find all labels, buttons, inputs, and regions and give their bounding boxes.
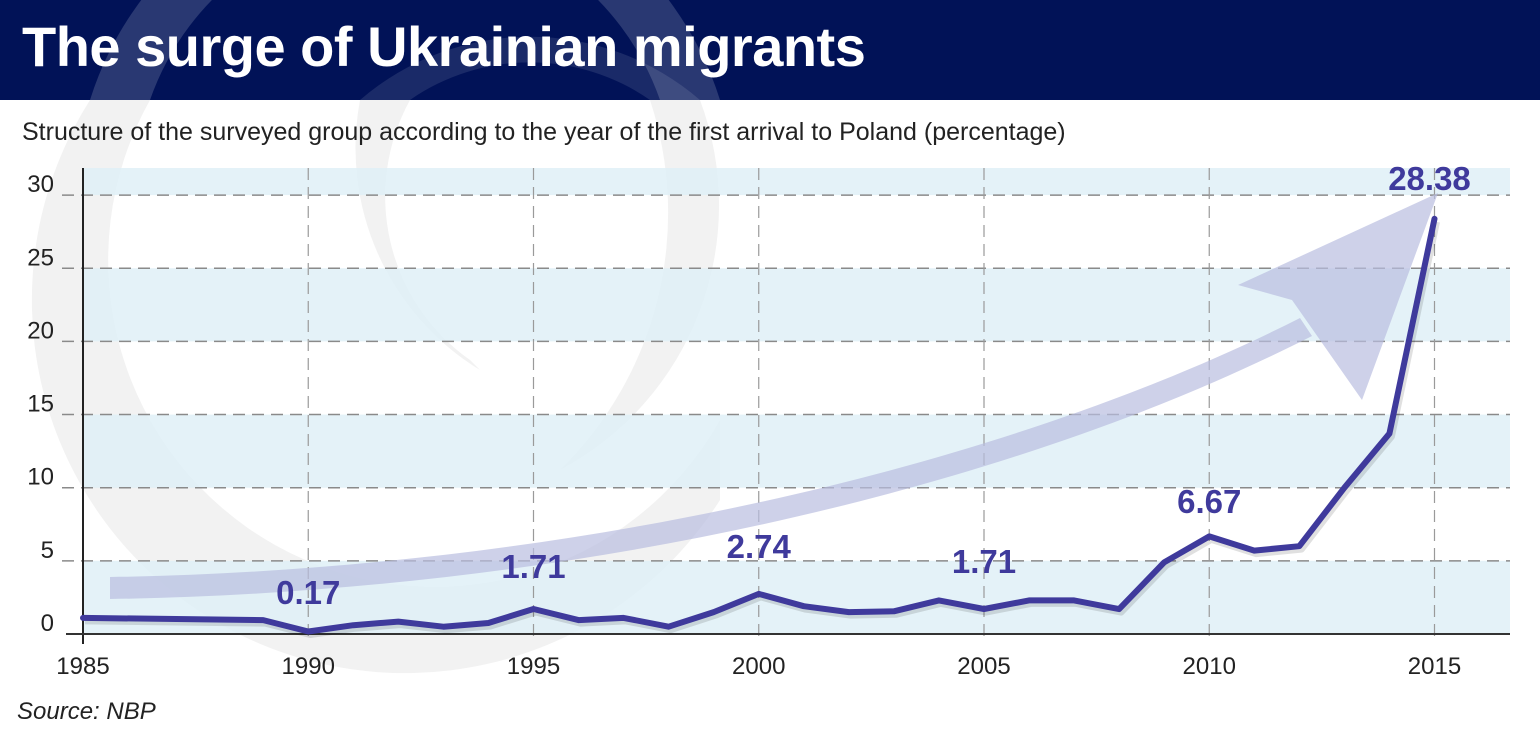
watermark-arc-outer (31, 100, 721, 674)
data-point (1434, 218, 1435, 220)
data-point (397, 621, 399, 623)
series (80, 215, 1440, 638)
data-point (262, 619, 264, 621)
header-bar: The surge of Ukrainian migrants (0, 0, 1540, 100)
data-point (442, 626, 444, 628)
data-point (803, 605, 805, 607)
data-label: 28.38 (1388, 160, 1471, 197)
trend-arrow-head (1238, 193, 1438, 400)
y-tick-label: 10 (27, 464, 54, 491)
data-point (938, 599, 940, 601)
data-labels: 0.17 1.71 2.74 1.71 6.67 28.38 (276, 160, 1471, 611)
band (83, 414, 1510, 488)
watermark-arc-inner (355, 100, 480, 370)
data-point (1118, 608, 1120, 610)
band (83, 168, 1510, 196)
series-line (80, 215, 1438, 635)
y-tick-label: 30 (27, 171, 54, 198)
x-axis-ticks: 1985 1990 1995 2000 2005 2010 2015 (56, 653, 1461, 680)
data-point (893, 610, 895, 612)
chart-title: The surge of Ukrainian migrants (22, 15, 866, 78)
data-point (1208, 535, 1210, 537)
chart-subtitle: Structure of the surveyed group accordin… (22, 118, 1066, 146)
data-label: 6.67 (1177, 483, 1241, 520)
data-point (1298, 545, 1300, 547)
data-point (1028, 599, 1030, 601)
data-point (1073, 599, 1075, 601)
data-point (983, 608, 985, 610)
data-point (82, 617, 84, 619)
y-axis-ticks: 0 5 10 15 20 25 30 (27, 171, 54, 637)
data-point (1343, 487, 1345, 489)
y-tick-label: 5 (41, 537, 54, 564)
data-label: 1.71 (501, 548, 565, 585)
y-tick-label: 20 (27, 317, 54, 344)
x-tick-label: 1995 (507, 653, 560, 680)
x-tick-label: 2005 (957, 653, 1010, 680)
x-tick-label: 2015 (1408, 653, 1461, 680)
data-label: 0.17 (276, 574, 340, 611)
data-point (1253, 550, 1255, 552)
background-bands (83, 168, 1510, 634)
y-tick-label: 25 (27, 244, 54, 271)
y-tick-label: 15 (27, 391, 54, 418)
data-point (307, 631, 309, 633)
trend-arrow (110, 193, 1438, 599)
data-point (668, 626, 670, 628)
data-point (578, 619, 580, 621)
data-point (1388, 433, 1390, 435)
data-point (1163, 561, 1165, 563)
data-point (623, 617, 625, 619)
data-label: 1.71 (952, 543, 1016, 580)
x-tick-label: 2010 (1183, 653, 1236, 680)
data-point (848, 611, 850, 613)
data-point (352, 624, 354, 626)
data-point (487, 622, 489, 624)
x-tick-label: 1985 (56, 653, 109, 680)
x-tick-label: 2000 (732, 653, 785, 680)
source-note: Source: NBP (17, 698, 156, 725)
y-tick-label: 0 (41, 610, 54, 637)
data-point (533, 608, 534, 610)
x-tick-label: 1990 (282, 653, 335, 680)
data-point (713, 611, 715, 613)
data-point (758, 593, 760, 595)
watermark-logo-top (90, 0, 720, 100)
data-label: 2.74 (727, 528, 792, 565)
